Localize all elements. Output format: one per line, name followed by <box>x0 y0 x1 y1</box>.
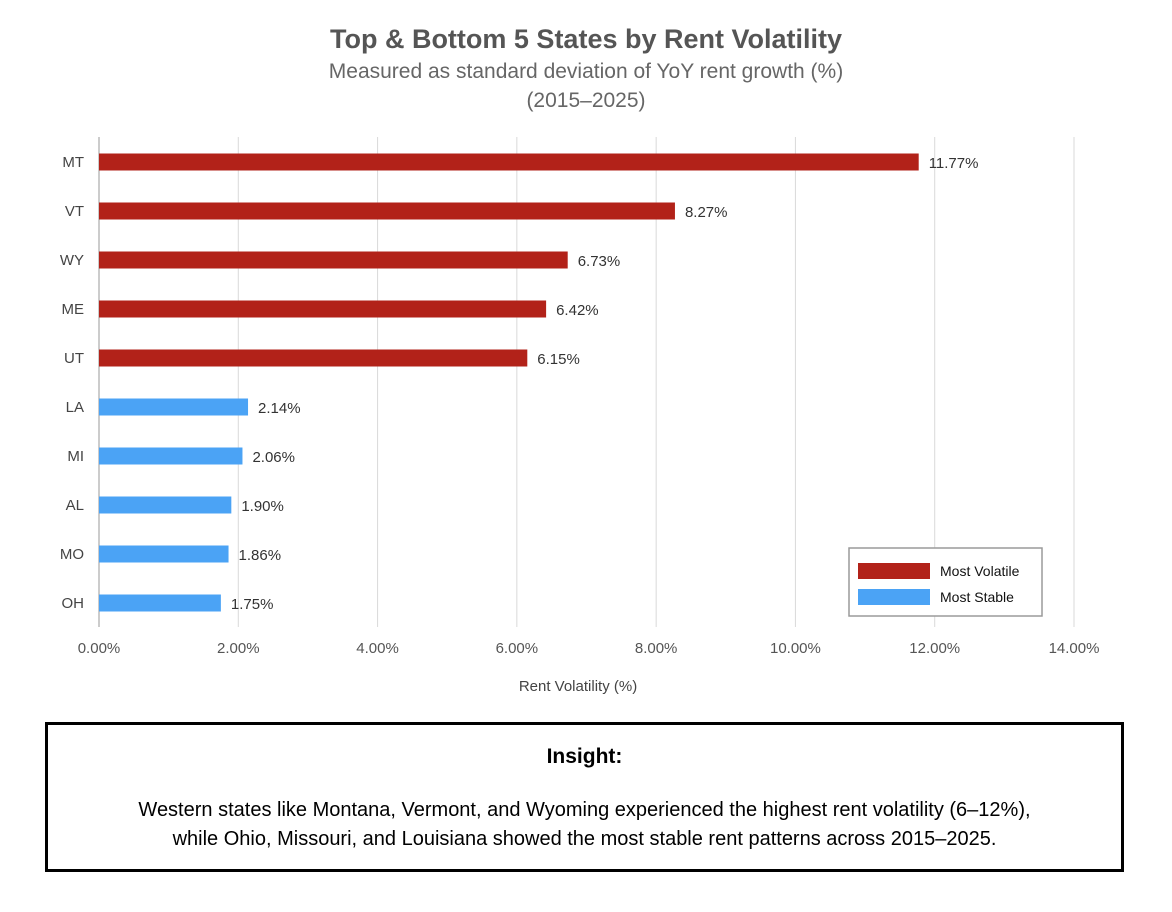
y-tick-label: WY <box>60 252 84 269</box>
y-tick-label: MT <box>62 154 84 171</box>
legend-swatch <box>858 589 930 605</box>
labels: 0.00% 2.00% 4.00% 6.00% 8.00% 10.00% 12.00% 14.… <box>60 154 1100 695</box>
legend-label: Most Volatile <box>940 563 1020 579</box>
bar <box>99 447 243 465</box>
x-tick-label: 0.00% <box>78 640 121 657</box>
x-tick-label: 10.00% <box>770 640 821 657</box>
data-label: 2.14% <box>258 400 301 417</box>
chart-subtitle-line-1: Measured as standard deviation of YoY re… <box>328 60 844 83</box>
bar <box>99 202 675 220</box>
data-label: 1.90% <box>241 498 284 515</box>
x-tick-label: 2.00% <box>217 640 260 657</box>
insight-box: Insight: Western states like Montana, Ve… <box>45 722 1124 872</box>
x-tick-label: 14.00% <box>1049 640 1100 657</box>
bar-chart: 0.00% 2.00% 4.00% 6.00% 8.00% 10.00% 12.00% 14.… <box>60 137 1100 695</box>
y-tick-label: OH <box>62 595 85 612</box>
bar <box>99 398 249 416</box>
chart-title: Top & Bottom 5 States by Rent Volatility <box>329 24 843 54</box>
bar <box>99 594 221 612</box>
bars <box>99 153 919 612</box>
y-tick-label: AL <box>66 497 84 514</box>
y-tick-label: VT <box>65 203 84 220</box>
x-tick-label: 8.00% <box>635 640 678 657</box>
legend-swatch <box>858 563 930 579</box>
x-tick-label: 6.00% <box>496 640 539 657</box>
insight-title: Insight: <box>546 745 623 768</box>
bar <box>99 300 547 318</box>
insight-line-1: Western states like Montana, Vermont, an… <box>138 799 1031 821</box>
x-axis-label: Rent Volatility (%) <box>519 678 637 695</box>
bar <box>99 545 229 563</box>
insight-text: Western states like Montana, Vermont, an… <box>48 796 1121 854</box>
data-label: 11.77% <box>929 155 979 172</box>
x-tick-label: 12.00% <box>909 640 960 657</box>
data-label: 1.86% <box>239 547 282 564</box>
legend: Most Volatile Most Stable <box>848 547 1043 617</box>
chart-subtitle-line-2: (2015–2025) <box>526 89 646 112</box>
bar <box>99 153 919 171</box>
data-label: 2.06% <box>252 449 295 466</box>
y-tick-label: MI <box>67 448 84 465</box>
data-label: 8.27% <box>685 204 728 221</box>
legend-label: Most Stable <box>940 589 1014 605</box>
y-tick-label: ME <box>62 301 85 318</box>
y-tick-label: LA <box>66 399 84 416</box>
data-label: 6.73% <box>578 253 621 270</box>
x-tick-label: 4.00% <box>356 640 399 657</box>
y-tick-label: UT <box>64 350 84 367</box>
y-tick-label: MO <box>60 546 84 563</box>
bar <box>99 496 232 514</box>
insight-line-2: while Ohio, Missouri, and Louisiana show… <box>172 828 997 850</box>
bar <box>99 349 528 367</box>
data-label: 1.75% <box>231 596 274 613</box>
legend-box <box>848 547 1043 617</box>
bar <box>99 251 568 269</box>
data-label: 6.15% <box>537 351 580 368</box>
data-label: 6.42% <box>556 302 599 319</box>
